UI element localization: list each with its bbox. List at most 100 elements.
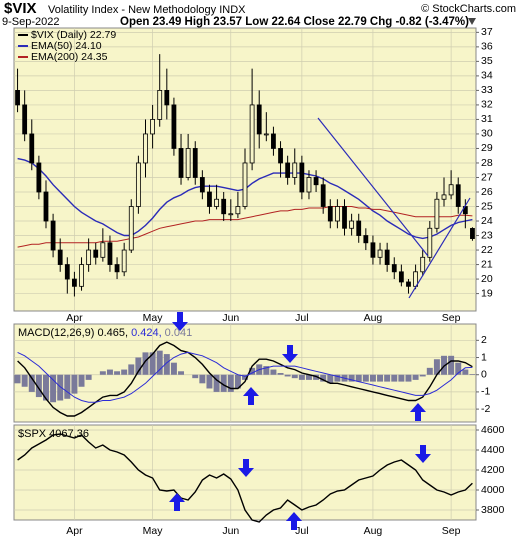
histogram-bar [242, 374, 248, 380]
candle-body [398, 271, 404, 283]
y-tick-label: 4000 [481, 484, 505, 496]
histogram-bar [21, 374, 28, 387]
subtitle: Volatility Index - New Methodology INDX [48, 4, 246, 16]
histogram-bar [313, 374, 320, 380]
y-tick-label: 25 [481, 200, 493, 212]
y-tick-label: 35 [481, 55, 493, 67]
histogram-bar [426, 367, 433, 375]
source: © StockCharts.com [421, 3, 516, 15]
histogram-bar [57, 374, 64, 401]
legend-label: EMA(50) 24.10 [31, 40, 102, 52]
legend-entry: $SPX 4067.36 [18, 428, 89, 440]
histogram-bar [448, 355, 455, 375]
candle-body [107, 242, 113, 265]
candle-body [164, 90, 170, 106]
histogram-bar [206, 374, 213, 389]
x-tick-label: Jul [295, 525, 308, 537]
date: 9-Sep-2022 [2, 16, 60, 28]
histogram-bar [178, 371, 185, 375]
histogram-bar [327, 374, 334, 384]
candle-body [22, 104, 28, 135]
candle-body [363, 235, 369, 244]
trend-line [317, 117, 429, 257]
series-line [17, 341, 473, 417]
histogram-bar [42, 374, 49, 401]
x-tick-label: Jun [222, 525, 239, 537]
candle-body [271, 133, 276, 149]
histogram-bar [270, 369, 277, 375]
histogram-bar [142, 352, 149, 375]
candle-body [86, 249, 92, 265]
histogram-bar [334, 374, 341, 382]
arrow-up [243, 387, 259, 405]
candle-body [36, 162, 42, 193]
x-tick-label: Aug [364, 312, 383, 324]
legend-entry: 0.041 [165, 327, 193, 339]
histogram-bar [163, 354, 170, 375]
candle-body [178, 148, 184, 178]
histogram-bar [462, 369, 469, 375]
candle-body [114, 264, 120, 273]
x-tick-label: Apr [66, 312, 83, 324]
histogram-bar [249, 367, 256, 375]
histogram-bar [298, 374, 305, 380]
histogram-bar [369, 374, 376, 382]
y-tick-label: 2 [481, 334, 487, 346]
candle-body [334, 206, 340, 222]
candle-body [448, 184, 454, 196]
x-tick-label: Jun [222, 312, 239, 324]
legend-entry: 0.424, [131, 327, 162, 339]
candle-body [263, 133, 269, 136]
histogram-bar [14, 374, 21, 384]
histogram-bar [362, 374, 369, 382]
histogram-bar [213, 374, 220, 392]
legend-label: $VIX (Daily) 22.79 [31, 29, 116, 41]
candle-body [128, 206, 134, 251]
candle-body [406, 281, 411, 287]
candle-body [384, 249, 390, 265]
candle-body [121, 249, 127, 273]
y-tick-label: 29 [481, 142, 493, 154]
candle-body [143, 133, 148, 164]
y-tick-label: 20 [481, 273, 493, 285]
x-tick-label: Apr [66, 525, 83, 537]
histogram-bar [114, 371, 121, 375]
candle-body [342, 206, 347, 229]
candle-body [285, 162, 291, 178]
y-tick-label: 37 [481, 26, 493, 38]
candle-body [29, 133, 35, 164]
y-tick-label: 30 [481, 128, 493, 140]
histogram-bar [106, 369, 113, 375]
x-tick-label: Jul [295, 312, 308, 324]
arrow-down [415, 445, 431, 463]
y-tick-label: 26 [481, 186, 493, 198]
candle-body [242, 162, 248, 207]
y-tick-label: -2 [481, 403, 490, 415]
histogram-bar [377, 374, 384, 382]
legend-label: $SPX 4067.36 [18, 428, 89, 440]
y-tick-label: 4200 [481, 464, 505, 476]
histogram-bar [305, 374, 312, 380]
histogram-bar [220, 374, 227, 392]
y-tick-label: 23 [481, 229, 493, 241]
candle-body [199, 177, 205, 193]
y-tick-label: -1 [481, 386, 490, 398]
candle-body [313, 177, 319, 186]
candle-body [391, 264, 397, 273]
annotations [169, 117, 471, 530]
candle-body [93, 249, 99, 258]
histogram-bar [156, 350, 163, 375]
histogram-bar [355, 374, 362, 382]
y-tick-label: 21 [481, 258, 493, 270]
candle-body [278, 148, 283, 164]
histogram-bar [50, 374, 57, 403]
candle-body [377, 249, 383, 258]
candle-body [235, 206, 241, 215]
histogram-bar [412, 374, 419, 380]
candle-body [306, 177, 312, 193]
histogram-bar [291, 374, 298, 379]
histogram-bar [64, 374, 71, 399]
y-tick-label: 4400 [481, 444, 505, 456]
series-line [17, 433, 473, 523]
histogram-bar [384, 374, 391, 382]
